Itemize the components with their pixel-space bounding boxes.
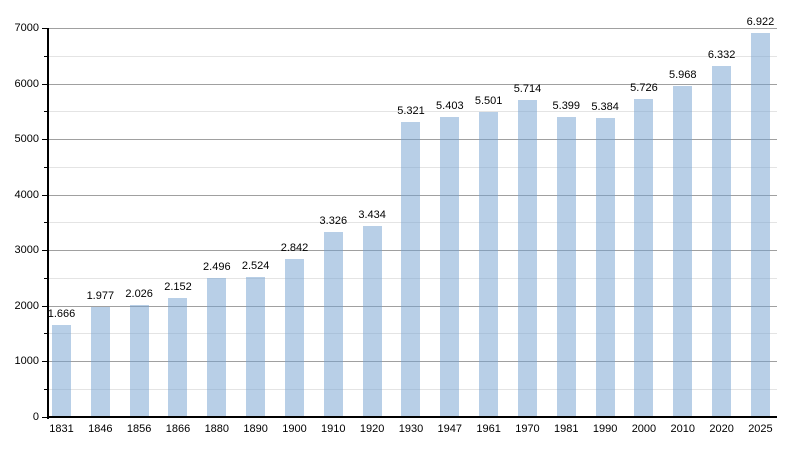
bar-value-label: 3.326 (319, 215, 348, 228)
bar-value-label: 1.977 (86, 290, 115, 303)
y-axis-tick (42, 250, 48, 251)
x-axis-label: 1970 (515, 423, 540, 435)
y-axis-label: 4000 (14, 188, 39, 201)
y-axis-tick (42, 83, 48, 85)
x-axis-label: 1831 (49, 423, 74, 435)
bar (517, 99, 537, 417)
x-axis-label: 1890 (243, 423, 268, 435)
x-axis-label: 1981 (554, 423, 579, 435)
bar (362, 226, 382, 417)
y-axis-tick (42, 305, 48, 307)
y-axis-tick (44, 222, 48, 224)
bar (52, 324, 71, 417)
bar (323, 232, 343, 417)
x-axis-label: 1920 (359, 423, 385, 435)
bar-value-label: 6.922 (746, 15, 775, 28)
y-axis-tick (44, 55, 48, 57)
y-axis-label: 1000 (14, 355, 39, 367)
x-axis-label: 1856 (126, 423, 152, 435)
bar-value-label: 5.968 (669, 68, 697, 81)
major-gridline (48, 28, 777, 29)
y-axis-tick (42, 139, 48, 140)
y-axis-label: 3000 (14, 244, 39, 256)
bar-value-label: 5.714 (513, 82, 542, 95)
bar (90, 307, 110, 417)
x-axis-label: 1990 (592, 423, 618, 435)
x-axis-label: 1961 (476, 423, 501, 435)
bar-value-label: 5.501 (474, 94, 503, 107)
y-axis-tick (44, 166, 48, 168)
y-axis-label: 5000 (14, 133, 39, 145)
bar-value-label: 2.524 (241, 259, 270, 272)
y-axis-label: 7000 (14, 22, 39, 34)
bar-value-label: 6.332 (707, 48, 736, 61)
y-axis-label: 6000 (14, 77, 39, 90)
x-axis-label: 2025 (748, 423, 773, 435)
bar (284, 259, 304, 417)
y-axis-tick (42, 28, 48, 29)
minor-gridline (48, 55, 777, 57)
x-axis-line (47, 416, 777, 418)
bar (207, 278, 227, 417)
bar-value-label: 1.666 (47, 307, 76, 320)
bar-value-label: 2.152 (164, 280, 192, 293)
minor-gridline (48, 111, 777, 113)
bar (479, 111, 499, 417)
y-axis-tick (42, 416, 48, 418)
bar-value-label: 5.321 (397, 104, 425, 117)
bar-value-label: 5.726 (630, 82, 658, 95)
y-axis-label: 2000 (14, 299, 39, 312)
bar-value-label: 2.026 (125, 287, 153, 300)
bar (595, 118, 615, 417)
major-gridline (48, 83, 777, 85)
x-axis-label: 1900 (282, 423, 307, 435)
bar (246, 276, 266, 417)
y-axis-tick (44, 388, 48, 390)
x-axis-label: 1866 (165, 423, 191, 435)
x-axis-label: 1947 (437, 423, 463, 435)
x-axis-label: 1846 (88, 423, 113, 435)
x-axis-label: 2000 (631, 423, 657, 435)
x-axis-label: 1930 (398, 423, 424, 435)
bar-value-label: 5.403 (436, 100, 464, 113)
bar-value-label: 5.399 (552, 100, 581, 113)
bar (673, 85, 693, 417)
y-axis-tick (42, 194, 48, 196)
bar (440, 117, 460, 417)
y-axis-tick (44, 333, 48, 335)
bar-value-label: 2.842 (280, 242, 309, 255)
y-axis-line (47, 27, 49, 419)
bar (556, 117, 576, 417)
x-axis-label: 1910 (321, 423, 346, 435)
x-axis-label: 2010 (670, 423, 695, 435)
bar (712, 65, 732, 417)
y-axis-tick (42, 361, 48, 362)
bar (401, 121, 421, 417)
bar (750, 32, 770, 417)
bar-value-label: 5.384 (591, 101, 619, 114)
bar-value-label: 3.434 (358, 209, 386, 222)
bar (129, 304, 149, 417)
y-axis-tick (44, 277, 48, 279)
y-axis-tick (44, 111, 48, 113)
x-axis-label: 2020 (709, 423, 734, 435)
x-axis-label: 1880 (204, 423, 230, 435)
bar (634, 99, 654, 417)
bar (168, 297, 188, 417)
y-axis-label: 0 (32, 410, 39, 423)
bar-value-label: 2.496 (203, 261, 231, 274)
